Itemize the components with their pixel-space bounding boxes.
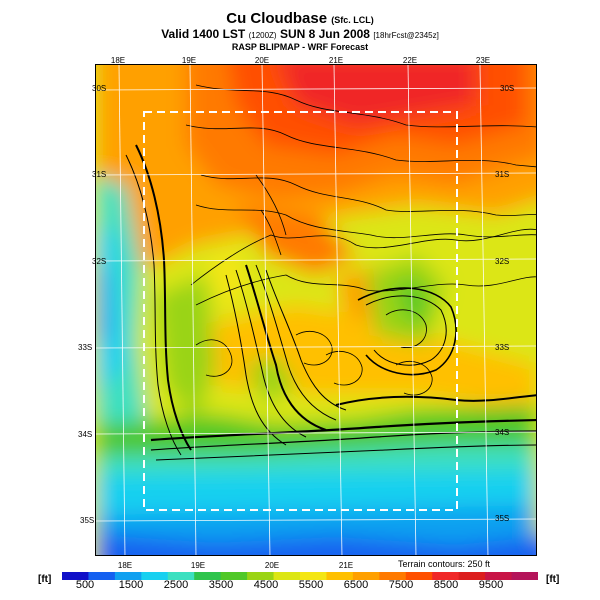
- colorbar-swatch: [511, 572, 538, 580]
- colorbar-tick-label: 5500: [298, 579, 324, 591]
- colorbar-swatch: [247, 572, 275, 580]
- graticule: [96, 65, 536, 555]
- colorbar-tick-label: 4500: [253, 579, 279, 591]
- model-line: RASP BLIPMAP - WRF Forecast: [231, 42, 369, 52]
- colorbar-unit-right: [ft]: [546, 574, 560, 585]
- lat-label-left-32: 32S: [92, 257, 107, 266]
- colorbar: [62, 572, 538, 580]
- colorbar-swatch: [352, 572, 380, 580]
- lat-label-right-35: 35S: [495, 514, 510, 523]
- valid-date: SUN 8 Jun 2008: [279, 27, 370, 41]
- lon-label-top-23: 23E: [475, 56, 491, 65]
- lat-label-right-34: 34S: [495, 428, 510, 437]
- colorbar-tick-label: 1500: [118, 579, 144, 591]
- colorbar-tick-label: 500: [75, 579, 95, 591]
- valid-label: Valid 1400 LST: [161, 27, 246, 41]
- colorbar-unit-left: [ft]: [38, 574, 52, 585]
- lon-label-bottom-18: 18E: [117, 561, 133, 570]
- cloudbase-field: [96, 65, 536, 555]
- lon-label-top-18: 18E: [110, 56, 126, 65]
- colorbar-swatch: [88, 572, 116, 580]
- lat-label-right-32: 32S: [495, 257, 510, 266]
- lat-label-right-30: 30S: [500, 84, 515, 93]
- lon-label-bottom-20: 20E: [264, 561, 280, 570]
- valid-time-line: Valid 1400 LST (1200Z) SUN 8 Jun 2008 [1…: [0, 27, 600, 41]
- colorbar-swatch: [326, 572, 354, 580]
- lon-label-top-22: 22E: [402, 56, 418, 65]
- lat-label-left-34: 34S: [78, 430, 93, 439]
- valid-code: (1200Z): [248, 31, 277, 40]
- lat-label-left-35: 35S: [80, 516, 95, 525]
- lon-label-bottom-19: 19E: [190, 561, 206, 570]
- map-panel: [95, 64, 537, 556]
- colorbar-swatch: [458, 572, 486, 580]
- colorbar-tick-label: 9500: [478, 579, 504, 591]
- lat-label-left-31: 31S: [92, 170, 107, 179]
- lat-label-right-31: 31S: [495, 170, 510, 179]
- lat-label-left-33: 33S: [78, 343, 93, 352]
- terrain-contours-note: Terrain contours: 250 ft: [398, 559, 491, 569]
- lon-label-bottom-21: 21E: [338, 561, 354, 570]
- lat-label-left-30: 30S: [92, 84, 107, 93]
- colorbar-tick-label: 3500: [208, 579, 234, 591]
- colorbar-swatch: [485, 572, 513, 580]
- colorbar-swatch: [114, 572, 142, 580]
- colorbar-swatch: [167, 572, 195, 580]
- title-suffix: (Sfc. LCL): [331, 15, 374, 25]
- lon-label-top-19: 19E: [181, 56, 197, 65]
- lat-label-right-33: 33S: [495, 343, 510, 352]
- colorbar-swatch: [300, 572, 327, 580]
- colorbar-swatch: [62, 572, 89, 580]
- colorbar-tick-label: 8500: [433, 579, 459, 591]
- colorbar-swatch: [405, 572, 433, 580]
- colorbar-tick-label: 6500: [343, 579, 369, 591]
- colorbar-tick-label: 2500: [163, 579, 189, 591]
- colorbar-tick-label: 7500: [388, 579, 414, 591]
- map-title: Cu Cloudbase (Sfc. LCL): [0, 10, 600, 27]
- lon-label-top-20: 20E: [254, 56, 270, 65]
- forecast-tag: [18hrFcst@2345z]: [373, 31, 439, 40]
- lon-label-top-21: 21E: [328, 56, 344, 65]
- title-text: Cu Cloudbase: [226, 10, 328, 27]
- colorbar-swatch: [194, 572, 222, 580]
- colorbar-swatch: [432, 572, 460, 580]
- colorbar-swatch: [220, 572, 248, 580]
- colorbar-swatch: [379, 572, 407, 580]
- colorbar-swatch: [273, 572, 301, 580]
- colorbar-swatch: [141, 572, 169, 580]
- domain-boundary-box: [143, 111, 458, 511]
